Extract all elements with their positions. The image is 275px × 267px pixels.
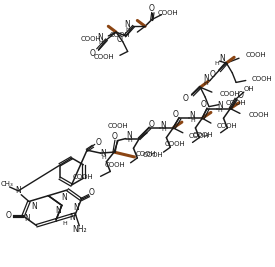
Text: COOH: COOH [158,10,179,16]
Text: H: H [204,81,208,86]
Text: N: N [220,54,226,63]
Text: O: O [149,120,155,128]
Text: N: N [124,20,130,29]
Text: H: H [217,108,222,113]
Text: O: O [117,35,123,44]
Text: CH₃: CH₃ [0,181,13,187]
Text: N: N [61,193,67,202]
Text: H: H [62,221,67,226]
Text: COOH: COOH [108,123,128,129]
Text: OH: OH [243,86,254,92]
Text: N: N [218,101,224,110]
Text: N: N [15,186,21,195]
Text: COOH: COOH [94,54,114,60]
Text: O: O [183,94,189,103]
Text: O: O [90,49,96,58]
Text: N: N [127,131,133,140]
Text: COOH: COOH [165,141,186,147]
Text: H: H [98,40,103,45]
Text: COOH: COOH [217,123,238,129]
Text: N: N [101,148,106,158]
Text: N: N [55,206,61,215]
Text: O: O [89,188,95,197]
Text: N: N [203,74,209,83]
Text: COOH: COOH [81,36,101,42]
Text: COOH: COOH [249,112,270,118]
Text: H: H [190,118,195,123]
Text: O: O [210,70,216,79]
Text: O: O [6,211,12,219]
Text: N: N [161,120,166,129]
Text: O: O [200,100,206,109]
Text: COOH: COOH [246,52,266,58]
Text: O: O [111,132,117,141]
Text: H: H [214,61,219,66]
Text: H: H [101,155,106,160]
Text: COOH: COOH [226,100,246,106]
Text: NH₂: NH₂ [72,225,87,234]
Text: COOH: COOH [142,152,163,158]
Text: COOH: COOH [136,151,157,157]
Text: COOH: COOH [110,32,131,38]
Text: N: N [73,203,79,212]
Text: COOH: COOH [189,133,209,139]
Text: COOH: COOH [220,91,240,97]
Text: O: O [96,138,101,147]
Text: N: N [70,213,75,222]
Text: O: O [238,91,244,100]
Text: H: H [125,27,130,32]
Text: H: H [127,138,132,143]
Text: O: O [172,110,178,119]
Text: N: N [31,202,37,211]
Text: N: N [190,111,196,120]
Text: N: N [97,33,103,42]
Text: O: O [149,4,155,13]
Text: H: H [161,127,166,132]
Text: COOH: COOH [252,76,272,81]
Text: COOH: COOH [73,174,94,180]
Text: COOH: COOH [193,132,214,138]
Text: COOH: COOH [105,162,126,168]
Text: N: N [24,214,30,223]
